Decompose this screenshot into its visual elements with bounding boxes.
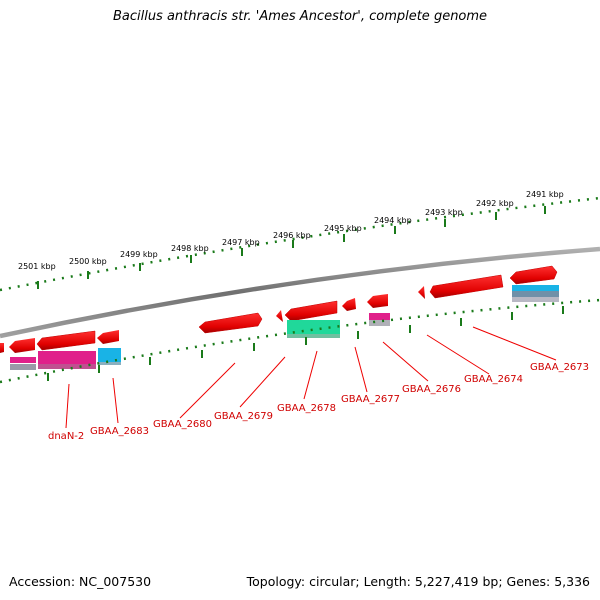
kbp-label: 2492 kbp — [476, 199, 514, 208]
gene-arrow — [198, 312, 263, 334]
forward-genes — [198, 265, 558, 334]
gene-arrow — [367, 294, 388, 308]
feature-box-gray — [38, 364, 96, 369]
feature-tracks — [10, 285, 559, 370]
kbp-label: 2498 kbp — [171, 244, 209, 253]
outer-ruler — [0, 196, 600, 292]
feature-box-gray — [287, 334, 340, 338]
reverse-genes — [0, 330, 119, 353]
inner-ruler-major-ticks — [47, 306, 564, 381]
gene-label: GBAA_2677 — [341, 394, 400, 405]
genome-summary-text: Topology: circular; Length: 5,227,419 bp… — [246, 574, 590, 589]
feature-box-gray — [512, 297, 559, 302]
gene-arrow — [276, 310, 283, 322]
gene-label: GBAA_2673 — [530, 362, 589, 373]
accession-text: Accession: NC_007530 — [9, 574, 152, 589]
feature-box-gray — [98, 362, 121, 365]
kbp-label: 2501 kbp — [18, 262, 56, 271]
genome-backbone — [0, 246, 600, 339]
label-leaders — [65, 326, 557, 429]
gene-arrow — [418, 286, 425, 299]
gene-label: GBAA_2676 — [402, 384, 461, 395]
kbp-labels: 2501 kbp 2500 kbp 2499 kbp 2498 kbp 2497… — [18, 190, 564, 271]
feature-box-green — [287, 320, 340, 334]
feature-box-pink — [369, 313, 390, 320]
kbp-label: 2496 kbp — [273, 231, 311, 240]
kbp-label: 2494 kbp — [374, 216, 412, 225]
gene-label: GBAA_2674 — [464, 374, 523, 385]
gene-label: dnaN-2 — [48, 431, 84, 442]
feature-box-pink — [10, 357, 36, 363]
gene-arrow — [429, 274, 504, 299]
gene-label: GBAA_2683 — [90, 426, 149, 437]
kbp-label: 2493 kbp — [425, 208, 463, 217]
gene-arrow — [342, 298, 356, 311]
gene-label: GBAA_2678 — [277, 403, 336, 414]
kbp-label: 2500 kbp — [69, 257, 107, 266]
feature-box-cyan — [512, 285, 559, 291]
gene-arrow — [97, 330, 119, 344]
kbp-label: 2491 kbp — [526, 190, 564, 199]
gene-label: GBAA_2680 — [153, 419, 212, 430]
gene-arrow — [36, 330, 96, 351]
feature-box-gray — [512, 291, 559, 297]
gene-arrow — [509, 265, 558, 285]
gene-label: GBAA_2679 — [214, 411, 273, 422]
gene-labels: dnaN-2 GBAA_2683 GBAA_2680 GBAA_2679 GBA… — [48, 362, 589, 442]
feature-box-cyan — [98, 348, 121, 362]
gene-arrow — [9, 338, 35, 353]
outer-ruler-major-ticks — [37, 206, 546, 289]
gene-arrow — [0, 343, 4, 353]
gene-arrow — [284, 300, 338, 322]
feature-box-gray — [369, 320, 390, 326]
map-title: Bacillus anthracis str. 'Ames Ancestor',… — [112, 9, 488, 24]
kbp-label: 2499 kbp — [120, 250, 158, 259]
kbp-label: 2495 kbp — [324, 224, 362, 233]
feature-box-gray — [10, 364, 36, 370]
kbp-label: 2497 kbp — [222, 238, 260, 247]
feature-box-pink — [38, 351, 96, 364]
